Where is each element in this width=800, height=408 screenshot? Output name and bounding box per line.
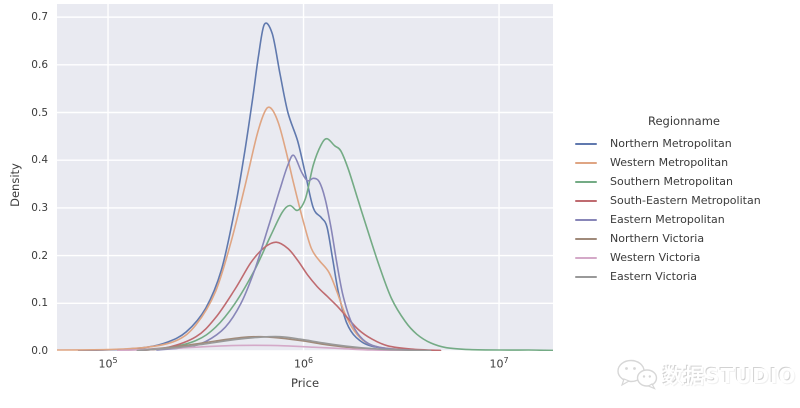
y-tick-label: 0.5 [31, 106, 48, 119]
series-western-metropolitan [57, 106, 442, 351]
x-tick-label: 106 [293, 356, 314, 371]
legend-label: Western Victoria [610, 251, 701, 264]
legend-item: Northern Victoria [575, 229, 793, 248]
watermark-text: 数据STUDIO [663, 363, 797, 388]
legend-label: Eastern Metropolitan [610, 213, 725, 226]
legend-rows: Northern Metropolitan Western Metropolita… [575, 134, 793, 286]
legend-item: South-Eastern Metropolitan [575, 191, 793, 210]
y-tick-label: 0.3 [31, 201, 48, 214]
legend-label: Southern Metropolitan [610, 175, 733, 188]
x-tick-label: 105 [98, 356, 118, 371]
legend-swatch [575, 256, 597, 259]
y-tick-label: 0.0 [31, 345, 48, 357]
legend-swatch [575, 199, 597, 202]
x-tick-label: 107 [489, 356, 509, 371]
x-axis-label: Price [290, 376, 320, 390]
legend: Regionname Northern Metropolitan Western … [575, 114, 793, 286]
legend-label: Northern Victoria [610, 232, 705, 245]
legend-label: Eastern Victoria [610, 270, 698, 283]
y-tick-label: 0.7 [31, 11, 48, 24]
y-axis-label: Density [8, 163, 22, 207]
series-eastern-victoria [136, 335, 432, 351]
plot-area [57, 4, 553, 351]
y-tick-label: 0.1 [31, 297, 48, 310]
series-eastern-metropolitan [156, 154, 422, 351]
legend-label: South-Eastern Metropolitan [610, 194, 761, 207]
legend-label: Western Metropolitan [610, 156, 729, 169]
legend-item: Eastern Victoria [575, 267, 793, 286]
series-south-eastern-metropolitan [136, 241, 442, 351]
legend-swatch [575, 275, 597, 278]
legend-swatch [575, 237, 597, 240]
legend-item: Northern Metropolitan [575, 134, 793, 153]
legend-item: Southern Metropolitan [575, 172, 793, 191]
legend-swatch [575, 218, 597, 221]
legend-title: Regionname [648, 114, 720, 128]
legend-swatch [575, 180, 597, 183]
watermark: 数据STUDIO [616, 358, 796, 390]
kde-chart [57, 4, 553, 351]
wechat-icon [617, 359, 658, 390]
legend-item: Western Victoria [575, 248, 793, 267]
legend-label: Northern Metropolitan [610, 137, 732, 150]
legend-swatch [575, 142, 597, 145]
y-tick-label: 0.2 [31, 249, 48, 262]
legend-item: Western Metropolitan [575, 153, 793, 172]
y-tick-label: 0.4 [31, 154, 48, 167]
legend-swatch [575, 161, 597, 164]
series-southern-metropolitan [136, 137, 553, 351]
legend-item: Eastern Metropolitan [575, 210, 793, 229]
series-northern-metropolitan [77, 22, 442, 351]
y-tick-label: 0.6 [31, 58, 48, 71]
